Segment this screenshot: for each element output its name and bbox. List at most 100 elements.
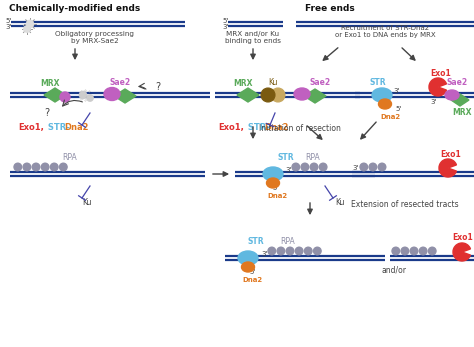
Polygon shape: [114, 89, 136, 103]
Text: Ku: Ku: [268, 77, 278, 86]
Text: 3': 3': [352, 165, 358, 171]
Circle shape: [319, 163, 327, 171]
Circle shape: [41, 163, 49, 171]
Ellipse shape: [266, 178, 280, 188]
Text: MRX: MRX: [233, 78, 253, 87]
Text: 3': 3': [5, 24, 11, 30]
Text: Exo1,: Exo1,: [218, 122, 244, 132]
Text: Dna2: Dna2: [64, 122, 89, 132]
Circle shape: [419, 247, 427, 255]
Circle shape: [14, 163, 22, 171]
Circle shape: [50, 163, 58, 171]
Text: and/or: and/or: [382, 265, 407, 274]
Text: STR: STR: [278, 152, 295, 161]
Text: 3': 3': [261, 251, 267, 257]
Circle shape: [60, 92, 70, 102]
Text: Initiation of resection: Initiation of resection: [259, 124, 341, 133]
Ellipse shape: [445, 90, 459, 100]
Circle shape: [277, 247, 285, 255]
Text: 5': 5': [222, 18, 228, 24]
Circle shape: [32, 163, 40, 171]
Circle shape: [292, 163, 300, 171]
Text: Recruitment of STR-Dna2: Recruitment of STR-Dna2: [341, 25, 429, 31]
Text: MRX and/or Ku: MRX and/or Ku: [227, 31, 280, 37]
Circle shape: [271, 88, 285, 102]
Circle shape: [23, 163, 31, 171]
Text: 5': 5': [5, 18, 11, 24]
Circle shape: [410, 247, 418, 255]
Polygon shape: [304, 89, 326, 103]
Circle shape: [313, 247, 321, 255]
Circle shape: [360, 163, 368, 171]
Text: Sae2: Sae2: [447, 77, 468, 86]
Text: Obligatory processing: Obligatory processing: [55, 31, 135, 37]
Polygon shape: [451, 94, 469, 106]
Text: STR: STR: [248, 237, 264, 245]
Text: ?: ?: [155, 82, 160, 92]
Wedge shape: [453, 243, 471, 261]
Circle shape: [428, 247, 436, 255]
Text: STR: STR: [370, 77, 387, 86]
Ellipse shape: [372, 88, 392, 102]
Text: 5': 5': [249, 269, 255, 275]
Circle shape: [60, 163, 67, 171]
Text: or Exo1 to DNA ends by MRX: or Exo1 to DNA ends by MRX: [335, 32, 435, 38]
Ellipse shape: [241, 262, 255, 272]
Circle shape: [24, 25, 30, 33]
Circle shape: [310, 163, 318, 171]
Polygon shape: [237, 88, 259, 102]
Text: STR-: STR-: [45, 122, 70, 132]
Circle shape: [26, 20, 34, 28]
Text: Sae2: Sae2: [310, 77, 331, 86]
Text: RPA: RPA: [280, 237, 295, 245]
Ellipse shape: [294, 88, 310, 100]
Text: Free ends: Free ends: [305, 3, 355, 12]
Ellipse shape: [238, 251, 258, 265]
Circle shape: [378, 163, 386, 171]
Text: Dna2: Dna2: [242, 277, 262, 283]
Text: Chemically-modified ends: Chemically-modified ends: [9, 3, 141, 12]
Circle shape: [301, 163, 309, 171]
Circle shape: [86, 94, 93, 102]
Text: RPA: RPA: [305, 152, 320, 161]
Text: Ku: Ku: [335, 197, 345, 206]
Text: Ku: Ku: [82, 197, 91, 206]
Text: RPA: RPA: [63, 152, 77, 161]
Text: STR-: STR-: [245, 122, 270, 132]
Text: ?: ?: [44, 108, 49, 118]
Polygon shape: [44, 88, 66, 102]
Text: Sae2: Sae2: [109, 77, 130, 86]
Ellipse shape: [263, 167, 283, 181]
Wedge shape: [429, 78, 447, 96]
Ellipse shape: [104, 87, 120, 101]
Circle shape: [401, 247, 409, 255]
Text: MRX: MRX: [40, 78, 60, 87]
Text: Dna2: Dna2: [267, 193, 287, 199]
Text: 3': 3': [393, 88, 400, 94]
Circle shape: [286, 247, 294, 255]
Text: Exo1: Exo1: [440, 150, 461, 159]
Circle shape: [261, 88, 275, 102]
Circle shape: [304, 247, 312, 255]
Text: by MRX-Sae2: by MRX-Sae2: [71, 38, 119, 44]
Text: Dna2: Dna2: [380, 114, 400, 120]
Circle shape: [392, 247, 400, 255]
Text: 3': 3': [222, 24, 228, 30]
Text: Exo1,: Exo1,: [18, 122, 44, 132]
Text: 5': 5': [395, 106, 401, 112]
Wedge shape: [439, 159, 456, 177]
Text: Exo1: Exo1: [430, 68, 451, 77]
Ellipse shape: [379, 99, 392, 109]
Text: Exo1: Exo1: [452, 234, 473, 243]
Circle shape: [79, 91, 87, 99]
Text: Extension of resected tracts: Extension of resected tracts: [351, 200, 459, 209]
Text: binding to ends: binding to ends: [225, 38, 281, 44]
Circle shape: [268, 247, 275, 255]
Text: 3': 3': [285, 167, 292, 173]
Text: Dna2: Dna2: [264, 122, 289, 132]
Text: 5': 5': [272, 185, 278, 191]
Text: 3': 3': [430, 99, 437, 105]
Circle shape: [295, 247, 303, 255]
Circle shape: [369, 163, 377, 171]
Text: MRX: MRX: [452, 108, 472, 117]
